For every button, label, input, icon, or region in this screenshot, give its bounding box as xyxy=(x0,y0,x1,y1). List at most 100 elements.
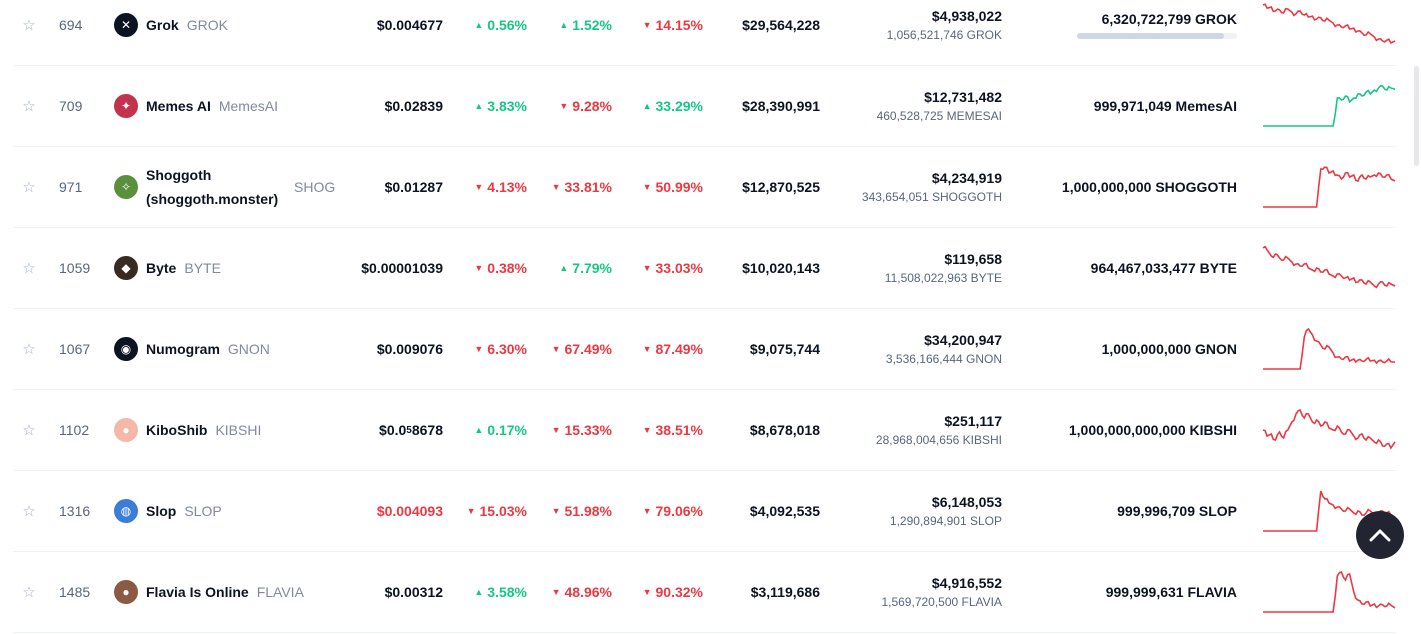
watchlist-star-icon[interactable]: ☆ xyxy=(22,584,36,601)
change-1h: ▲ 3.83% xyxy=(474,66,527,146)
rank: 1067 xyxy=(59,341,91,357)
volume-usd: $4,916,552 xyxy=(931,575,1002,591)
sparkline-7d[interactable] xyxy=(1262,309,1396,389)
coin-name[interactable]: Byte xyxy=(146,260,177,276)
market-cap: $8,678,018 xyxy=(749,422,820,438)
change-24h: ▼ 33.81% xyxy=(552,147,612,227)
percent-value: 50.99% xyxy=(655,179,703,195)
sparkline-chart xyxy=(1263,84,1396,127)
coin-name-cell[interactable]: ✧ Shoggoth (shoggoth.monster) SHOG xyxy=(114,147,354,227)
coin-name-cell[interactable]: ✦ Memes AI MemesAI xyxy=(114,66,354,146)
creature-icon: ✧ xyxy=(114,175,138,199)
rank: 1059 xyxy=(59,260,91,276)
coin-name[interactable]: Slop xyxy=(146,503,177,519)
table-row[interactable]: ☆ 1485 ● Flavia Is Online FLAVIA $0.00312 ▲ 3.5… xyxy=(13,552,1396,633)
volume-24h: $251,117 28,968,004,656 KIBSHI xyxy=(876,390,1002,470)
supply-value: 1,000,000,000,000 KIBSHI xyxy=(1068,422,1237,438)
sparkline-7d[interactable] xyxy=(1262,147,1396,227)
percent-value: 87.49% xyxy=(655,341,703,357)
caret-down-icon: ▼ xyxy=(642,182,652,192)
market-cap: $10,020,143 xyxy=(742,260,820,276)
coin-name-cell[interactable]: ✕ Grok GROK xyxy=(114,0,354,65)
scrollbar[interactable] xyxy=(1414,66,1419,166)
volume-coin: 1,569,720,500 FLAVIA xyxy=(881,595,1002,609)
watchlist-star-icon[interactable]: ☆ xyxy=(22,260,36,277)
price: $0.00001039 xyxy=(361,228,443,308)
coin-name[interactable]: Shoggoth (shoggoth.monster) xyxy=(146,167,279,207)
market-cap: $3,119,686 xyxy=(750,584,820,600)
price-value: $0.004677 xyxy=(376,17,443,33)
watchlist-star-icon[interactable]: ☆ xyxy=(22,179,36,196)
supply-value: 999,996,709 SLOP xyxy=(1117,503,1237,519)
change-7d: ▼ 14.15% xyxy=(643,0,703,65)
table-row[interactable]: ☆ 1316 ◍ Slop SLOP $0.004093 ▼ 15.03% ▼ 51.98% ▼ 79… xyxy=(13,471,1396,552)
volume-usd: $34,200,947 xyxy=(924,332,1002,348)
caret-down-icon: ▼ xyxy=(551,425,561,435)
sparkline-line xyxy=(1263,84,1396,127)
rank: 694 xyxy=(59,17,83,33)
rank: 1316 xyxy=(59,503,91,519)
table-row[interactable]: ☆ 1059 ◆ Byte BYTE $0.00001039 ▼ 0.38% ▲ 7.79% ▼ 33… xyxy=(13,228,1396,309)
coin-name[interactable]: Numogram xyxy=(146,341,220,357)
sparkline-7d[interactable] xyxy=(1262,66,1396,146)
coin-symbol: FLAVIA xyxy=(256,584,304,600)
caret-down-icon: ▼ xyxy=(642,263,652,273)
sparkline-7d[interactable] xyxy=(1262,0,1396,65)
coin-name[interactable]: Grok xyxy=(146,17,179,33)
sparkline-7d[interactable] xyxy=(1262,228,1396,308)
volume-coin: 460,528,725 MEMESAI xyxy=(876,109,1002,123)
supply-progress-bar xyxy=(1077,33,1237,39)
coin-name[interactable]: Memes AI xyxy=(146,98,211,114)
sparkline-line xyxy=(1262,408,1396,450)
watchlist-star-icon[interactable]: ☆ xyxy=(22,503,36,520)
watchlist-star-icon[interactable]: ☆ xyxy=(22,341,36,358)
volume-24h: $6,148,053 1,290,894,901 SLOP xyxy=(890,471,1002,551)
sparkline-line xyxy=(1262,245,1396,289)
percent-value: 0.56% xyxy=(487,17,527,33)
price: $0.00312 xyxy=(385,552,443,632)
percent-value: 0.38% xyxy=(487,260,527,276)
coin-name-cell[interactable]: ◉ Numogram GNON xyxy=(114,309,354,389)
percent-value: 1.52% xyxy=(572,17,612,33)
percent-value: 6.30% xyxy=(487,341,527,357)
sparkline-7d[interactable] xyxy=(1262,552,1396,632)
change-1h: ▼ 15.03% xyxy=(467,471,527,551)
coin-name-cell[interactable]: ● KiboShib KIBSHI xyxy=(114,390,354,470)
market-cap: $12,870,525 xyxy=(742,179,820,195)
caret-up-icon: ▲ xyxy=(559,20,569,30)
coin-name-cell[interactable]: ◆ Byte BYTE xyxy=(114,228,354,308)
percent-value: 33.81% xyxy=(564,179,612,195)
table-row[interactable]: ☆ 971 ✧ Shoggoth (shoggoth.monster) SHOG $0.0… xyxy=(13,147,1396,228)
caret-down-icon: ▼ xyxy=(642,425,652,435)
price-main: $0.0 xyxy=(379,422,407,438)
percent-value: 4.13% xyxy=(487,179,527,195)
scroll-to-top-button[interactable] xyxy=(1356,511,1404,559)
sparkline-7d[interactable] xyxy=(1262,390,1396,470)
watchlist-star-icon[interactable]: ☆ xyxy=(22,422,36,439)
coin-symbol: GROK xyxy=(186,17,228,33)
table-row[interactable]: ☆ 709 ✦ Memes AI MemesAI $0.02839 ▲ 3.83% ▼ 9.28%… xyxy=(13,66,1396,147)
circulating-supply: 1,000,000,000 GNON xyxy=(1102,309,1237,389)
table-row[interactable]: ☆ 694 ✕ Grok GROK $0.004677 ▲ 0.56% ▲ 1.52% ▼ 14.15… xyxy=(13,0,1396,66)
coin-name[interactable]: KiboShib xyxy=(146,422,208,438)
coin-name-cell[interactable]: ● Flavia Is Online FLAVIA xyxy=(114,552,354,632)
supply-value: 999,971,049 MemesAI xyxy=(1093,98,1237,114)
table-row[interactable]: ☆ 1102 ● KiboShib KIBSHI $0.0 5 8678 ▲ 0.17% ▼ 15.3… xyxy=(13,390,1396,471)
watchlist-star-icon[interactable]: ☆ xyxy=(22,17,36,34)
percent-value: 15.03% xyxy=(479,503,527,519)
price: $0.01287 xyxy=(385,147,443,227)
sparkline-chart xyxy=(1262,3,1396,45)
sparkline-line xyxy=(1263,166,1396,208)
watchlist-star-icon[interactable]: ☆ xyxy=(22,98,36,115)
coin-name-cell[interactable]: ◍ Slop SLOP xyxy=(114,471,354,551)
supply-value: 6,320,722,799 GROK xyxy=(1101,11,1237,27)
caret-down-icon: ▼ xyxy=(559,101,569,111)
price-value: $0.00001039 xyxy=(361,260,443,276)
sparkline-line xyxy=(1263,570,1396,613)
supply-value: 1,000,000,000 SHOGGOTH xyxy=(1061,179,1237,195)
coin-name[interactable]: Flavia Is Online xyxy=(146,584,249,600)
volume-usd: $251,117 xyxy=(944,413,1002,429)
change-7d: ▼ 87.49% xyxy=(643,309,703,389)
table-row[interactable]: ☆ 1067 ◉ Numogram GNON $0.009076 ▼ 6.30% ▼ 67.49%… xyxy=(13,309,1396,390)
change-7d: ▼ 33.03% xyxy=(643,228,703,308)
